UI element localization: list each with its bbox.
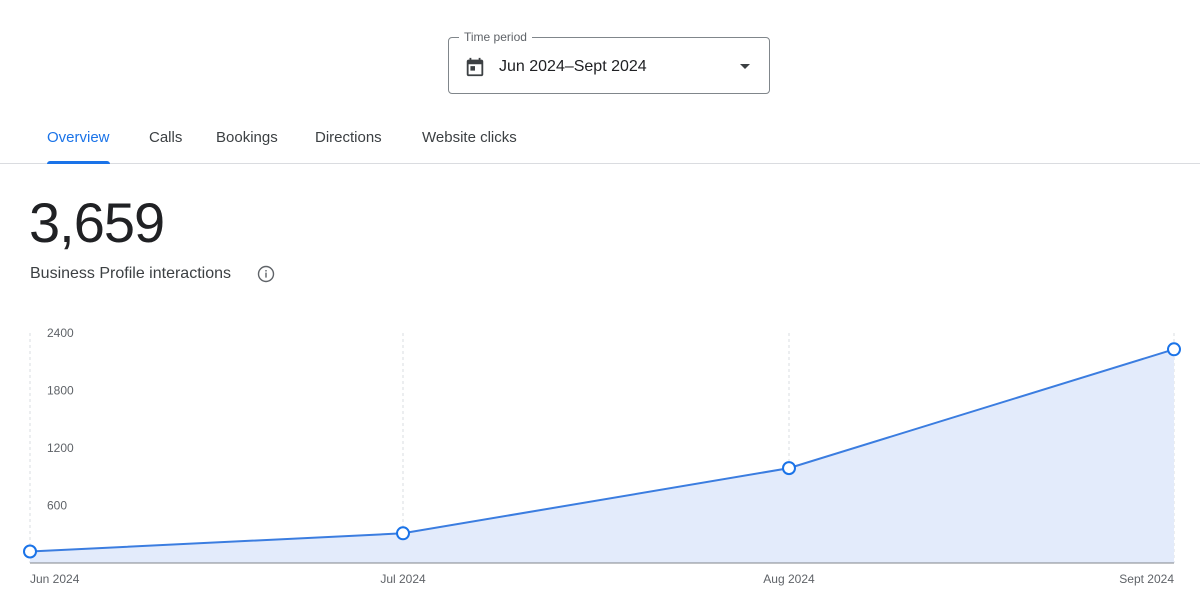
data-point <box>1167 342 1181 357</box>
time-period-select[interactable]: Time period Jun 2024–Sept 2024 <box>448 30 770 94</box>
chevron-down-icon <box>740 64 750 69</box>
y-tick-label: 1200 <box>47 441 74 455</box>
calendar-icon <box>466 57 484 77</box>
tab-website-clicks[interactable]: Website clicks <box>422 129 517 146</box>
series-area <box>30 349 1174 563</box>
metric-label: Business Profile interactions <box>30 265 231 282</box>
tab-bookings[interactable]: Bookings <box>216 129 278 146</box>
data-point <box>782 461 796 476</box>
tab-calls[interactable]: Calls <box>149 129 183 146</box>
time-period-label: Time period <box>459 30 532 44</box>
data-point <box>23 544 37 559</box>
x-tick-label: Sept 2024 <box>1119 572 1174 586</box>
y-tick-label: 2400 <box>47 326 74 340</box>
x-tick-label: Jun 2024 <box>30 572 80 586</box>
x-tick-label: Jul 2024 <box>380 572 426 586</box>
time-period-value: Jun 2024–Sept 2024 <box>499 58 647 75</box>
x-tick-label: Aug 2024 <box>763 572 815 586</box>
data-point <box>396 526 410 541</box>
series-line <box>29 348 1175 553</box>
tab-overview[interactable]: Overview <box>47 129 110 164</box>
y-tick-label: 600 <box>47 499 67 513</box>
interactions-chart: 2400 1800 1200 600 Jun 2024 Jul 2024 Aug 2024 S… <box>23 326 1181 586</box>
info-icon[interactable] <box>256 264 276 284</box>
total-interactions-value: 3,659 <box>29 191 165 254</box>
tab-bar: Overview Calls Bookings Directions Websi… <box>0 118 1200 164</box>
tab-directions[interactable]: Directions <box>315 129 382 146</box>
y-tick-label: 1800 <box>47 384 74 398</box>
